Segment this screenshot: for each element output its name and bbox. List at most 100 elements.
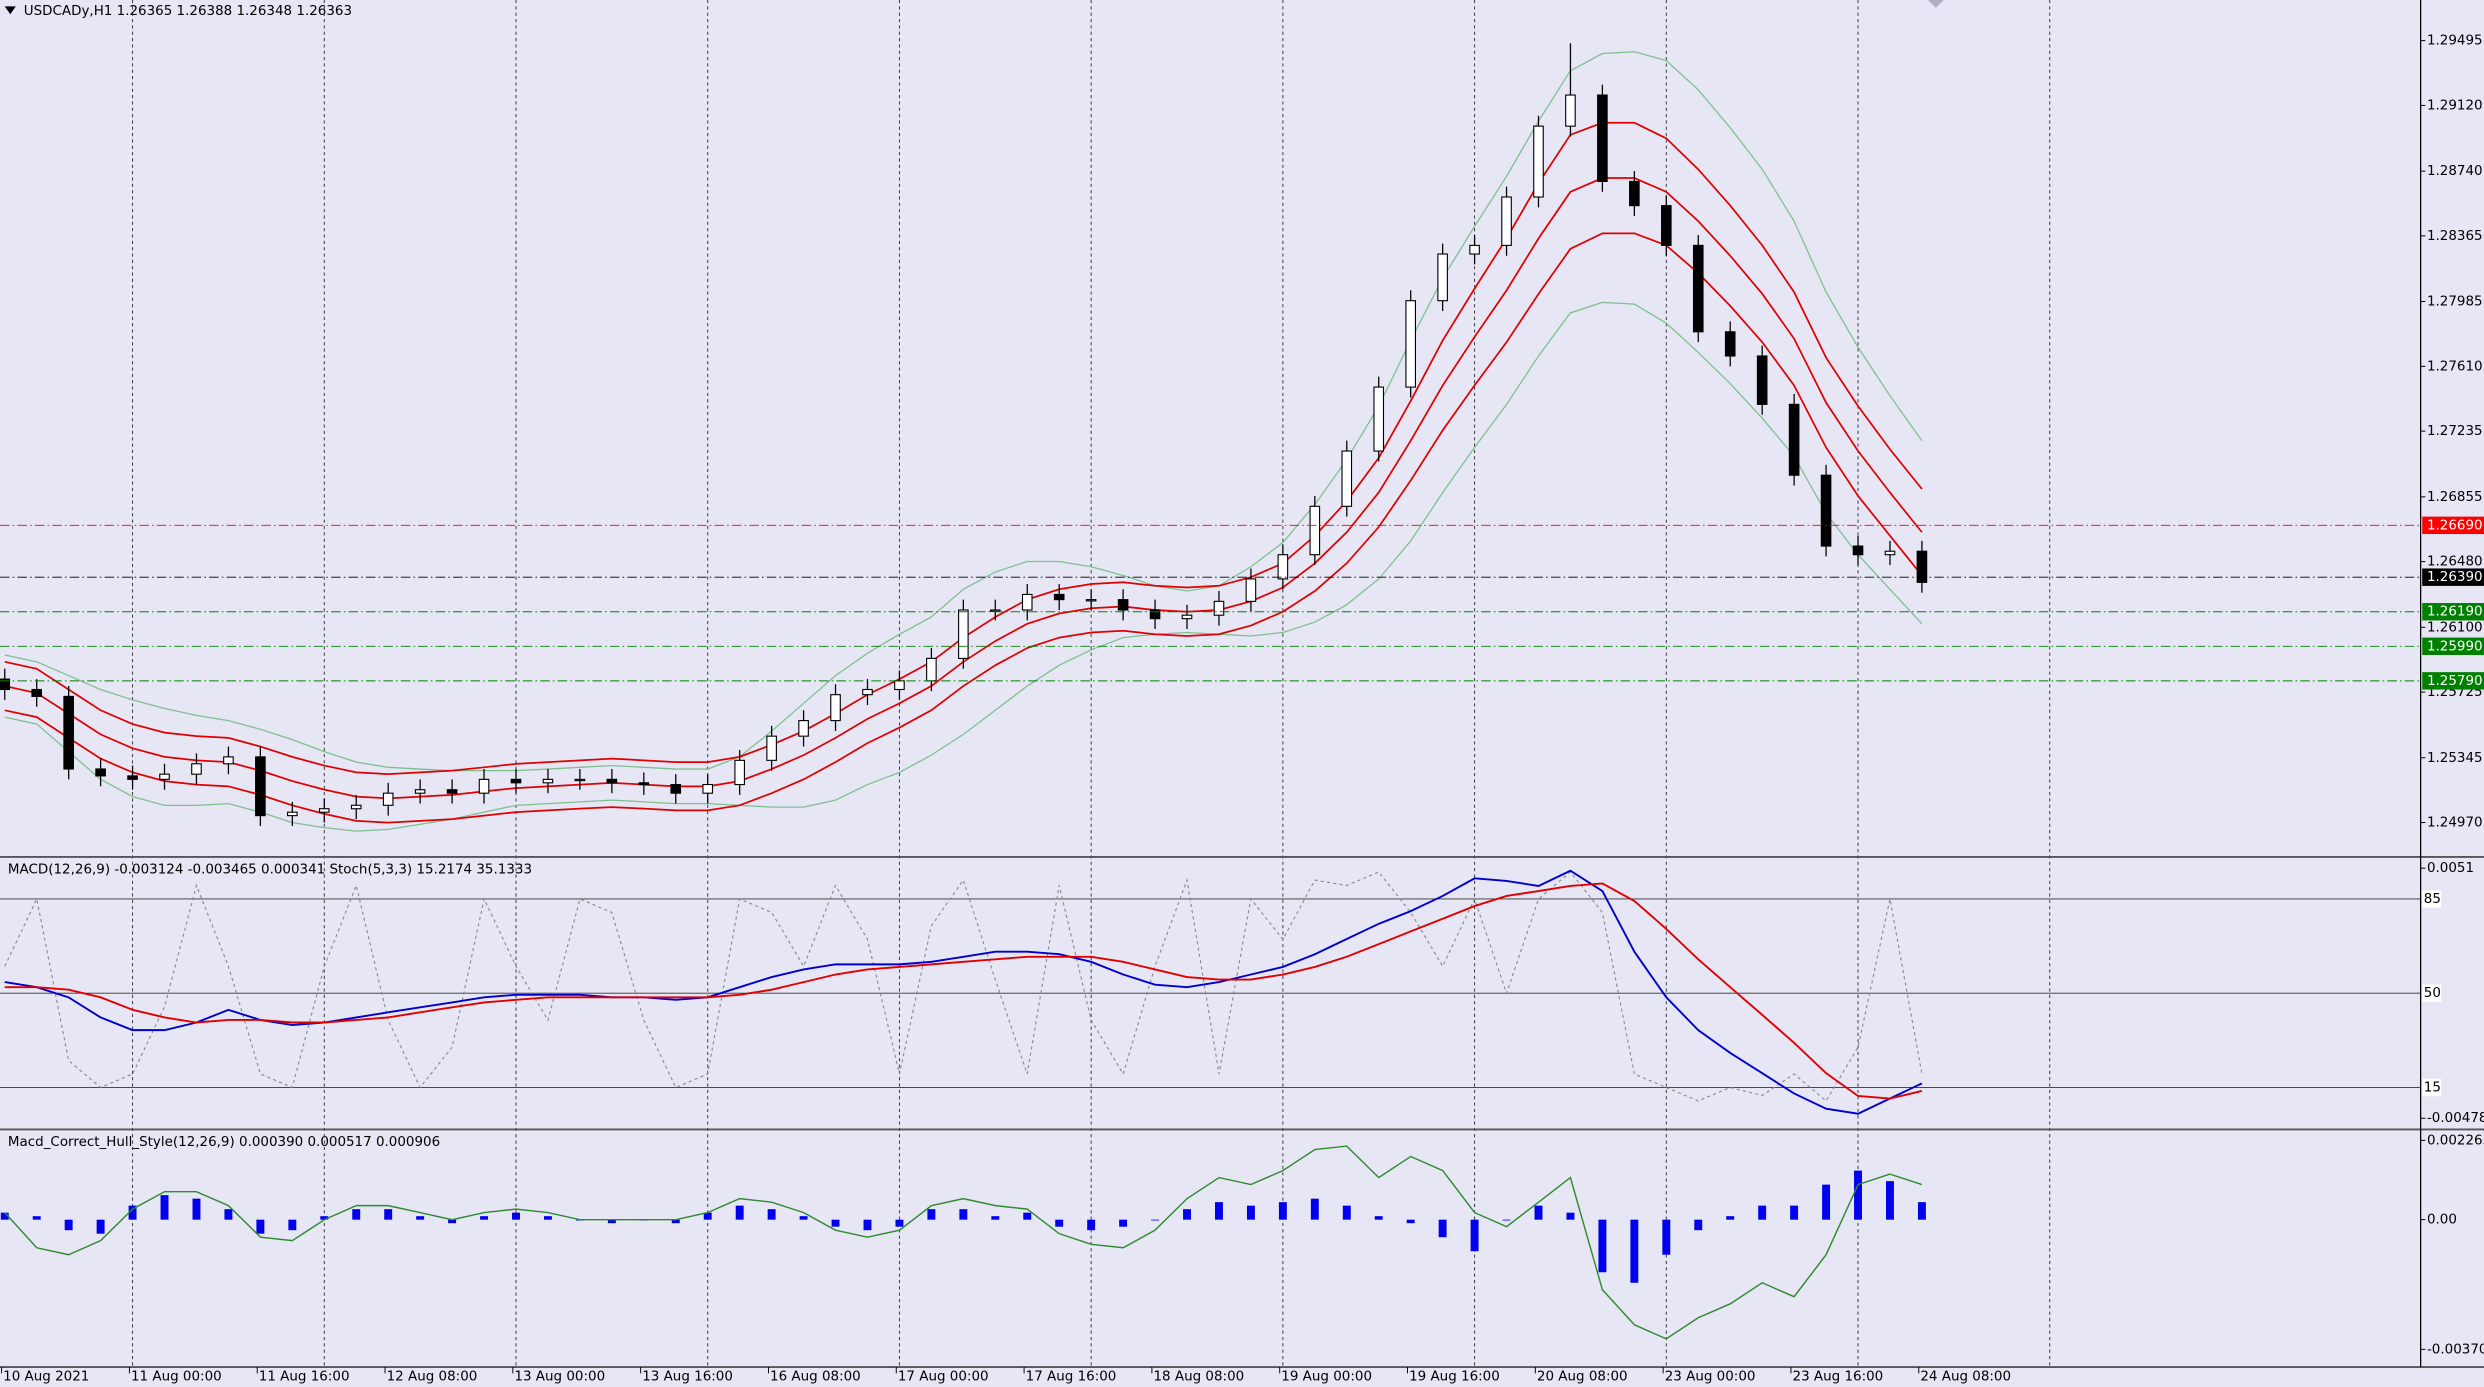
y-tick-label: 1.27235 [2427, 424, 2483, 439]
candle-body [1213, 600, 1225, 616]
candle-body [223, 756, 234, 765]
candle-body [1533, 125, 1544, 198]
y-tick-label: 1.29120 [2427, 98, 2483, 113]
histogram-bar [1278, 1202, 1287, 1220]
y-tick-label: -0.00370 [2427, 1342, 2484, 1357]
y2-tick-label: 85 [2424, 892, 2441, 907]
candle-body [478, 778, 490, 794]
histogram-bar [799, 1216, 808, 1220]
price-level-box [2422, 637, 2484, 656]
histogram-bar [224, 1209, 233, 1220]
price-level-label: 1.26190 [2427, 605, 2483, 620]
histogram-bar [1726, 1216, 1735, 1220]
histogram-bar [96, 1219, 105, 1234]
candle-body [1085, 599, 1097, 602]
candle-body [1053, 593, 1065, 601]
histogram-bar [1470, 1219, 1479, 1252]
candle-body [1437, 253, 1448, 302]
price-level-label: 1.26690 [2427, 518, 2483, 533]
candle-body [1661, 205, 1672, 246]
histogram-bar [735, 1205, 744, 1220]
candle-body [255, 756, 266, 817]
candle-body [958, 609, 969, 659]
y-tick-label: 1.28740 [2427, 164, 2483, 179]
histogram-bar [1406, 1219, 1415, 1224]
level-box [2422, 890, 2442, 908]
hull-header: Macd_Correct_Hull_Style(12,26,9) 0.00039… [8, 1135, 440, 1150]
price-level-box [2422, 672, 2484, 690]
y-tick-label: 1.26855 [2427, 490, 2483, 505]
candle-body [382, 792, 394, 806]
menu-arrow[interactable] [4, 6, 16, 15]
candle-body [574, 778, 586, 782]
y-tick-label: 1.27610 [2427, 359, 2483, 374]
histogram-bar [767, 1209, 776, 1220]
candle-body [1629, 180, 1640, 207]
candle-body [191, 763, 202, 775]
candle-body [1884, 550, 1896, 556]
level-box [2422, 984, 2442, 1002]
histogram-bar [1694, 1219, 1703, 1231]
y2-tick-label: 15 [2424, 1080, 2441, 1095]
candle-body [1117, 599, 1129, 611]
candle-body [734, 759, 745, 786]
indicator-line [4, 1145, 1923, 1340]
histogram-bar [128, 1205, 137, 1220]
histogram-bar [543, 1216, 552, 1220]
candle-body [702, 783, 714, 794]
y-tick-label: 0.002263 [2427, 1133, 2484, 1148]
histogram-bar [671, 1219, 680, 1224]
histogram-bar [448, 1219, 457, 1224]
candle-body [446, 789, 458, 794]
histogram-bar [895, 1219, 904, 1227]
candle-body [670, 783, 682, 794]
candle-body [510, 778, 522, 784]
histogram-bar [288, 1219, 297, 1231]
y2-tick-label: 50 [2424, 986, 2441, 1001]
histogram-bar [1854, 1170, 1862, 1220]
indicator-line [4, 51, 1923, 772]
histogram-bar [352, 1209, 361, 1220]
x-tick-label: 13 Aug 16:00 [642, 1370, 733, 1385]
y-tick-label: -0.00478 [2427, 1111, 2484, 1126]
histogram-bar [1023, 1212, 1032, 1220]
candle-body [127, 775, 138, 780]
candle-body [31, 688, 43, 697]
x-tick-label: 19 Aug 00:00 [1281, 1370, 1372, 1385]
histogram-bar [1758, 1205, 1767, 1220]
candle-body [1373, 386, 1385, 452]
x-tick-label: 20 Aug 08:00 [1537, 1370, 1628, 1385]
histogram-bar [1790, 1205, 1799, 1220]
price-level-label: 1.25990 [2427, 639, 2483, 654]
candle-body [414, 789, 426, 794]
candle-body [1021, 593, 1033, 611]
y-tick-label: 0.00 [2427, 1213, 2457, 1228]
x-tick-label: 16 Aug 08:00 [770, 1370, 861, 1385]
histogram-bar [160, 1195, 169, 1220]
price-level-box [2422, 568, 2484, 586]
candle-body [1724, 331, 1736, 357]
candle-body [1309, 505, 1321, 556]
histogram-bar [1151, 1219, 1160, 1221]
candle-body [1916, 550, 1928, 583]
candle-body [287, 811, 298, 817]
histogram-bar [1183, 1209, 1191, 1220]
candle-body [1565, 94, 1576, 127]
histogram-bar [1598, 1219, 1607, 1273]
y-tick-label: 1.24970 [2427, 816, 2483, 831]
candle-body [63, 695, 74, 770]
candle-body [1852, 545, 1864, 556]
macd-header: MACD(12,26,9) -0.003124 -0.003465 0.0003… [8, 863, 532, 878]
x-tick-label: 24 Aug 08:00 [1920, 1370, 2011, 1385]
x-tick-label: 12 Aug 08:00 [387, 1370, 478, 1385]
histogram-bar [1822, 1184, 1831, 1220]
y-tick-label: 1.25345 [2427, 751, 2483, 766]
candle-body [1788, 403, 1800, 476]
histogram-bar [1566, 1212, 1575, 1220]
histogram-bar [1246, 1205, 1255, 1220]
candle-body [830, 694, 841, 722]
candle-body [1149, 609, 1161, 620]
candle-body [926, 657, 937, 682]
candle-body [1181, 614, 1193, 620]
